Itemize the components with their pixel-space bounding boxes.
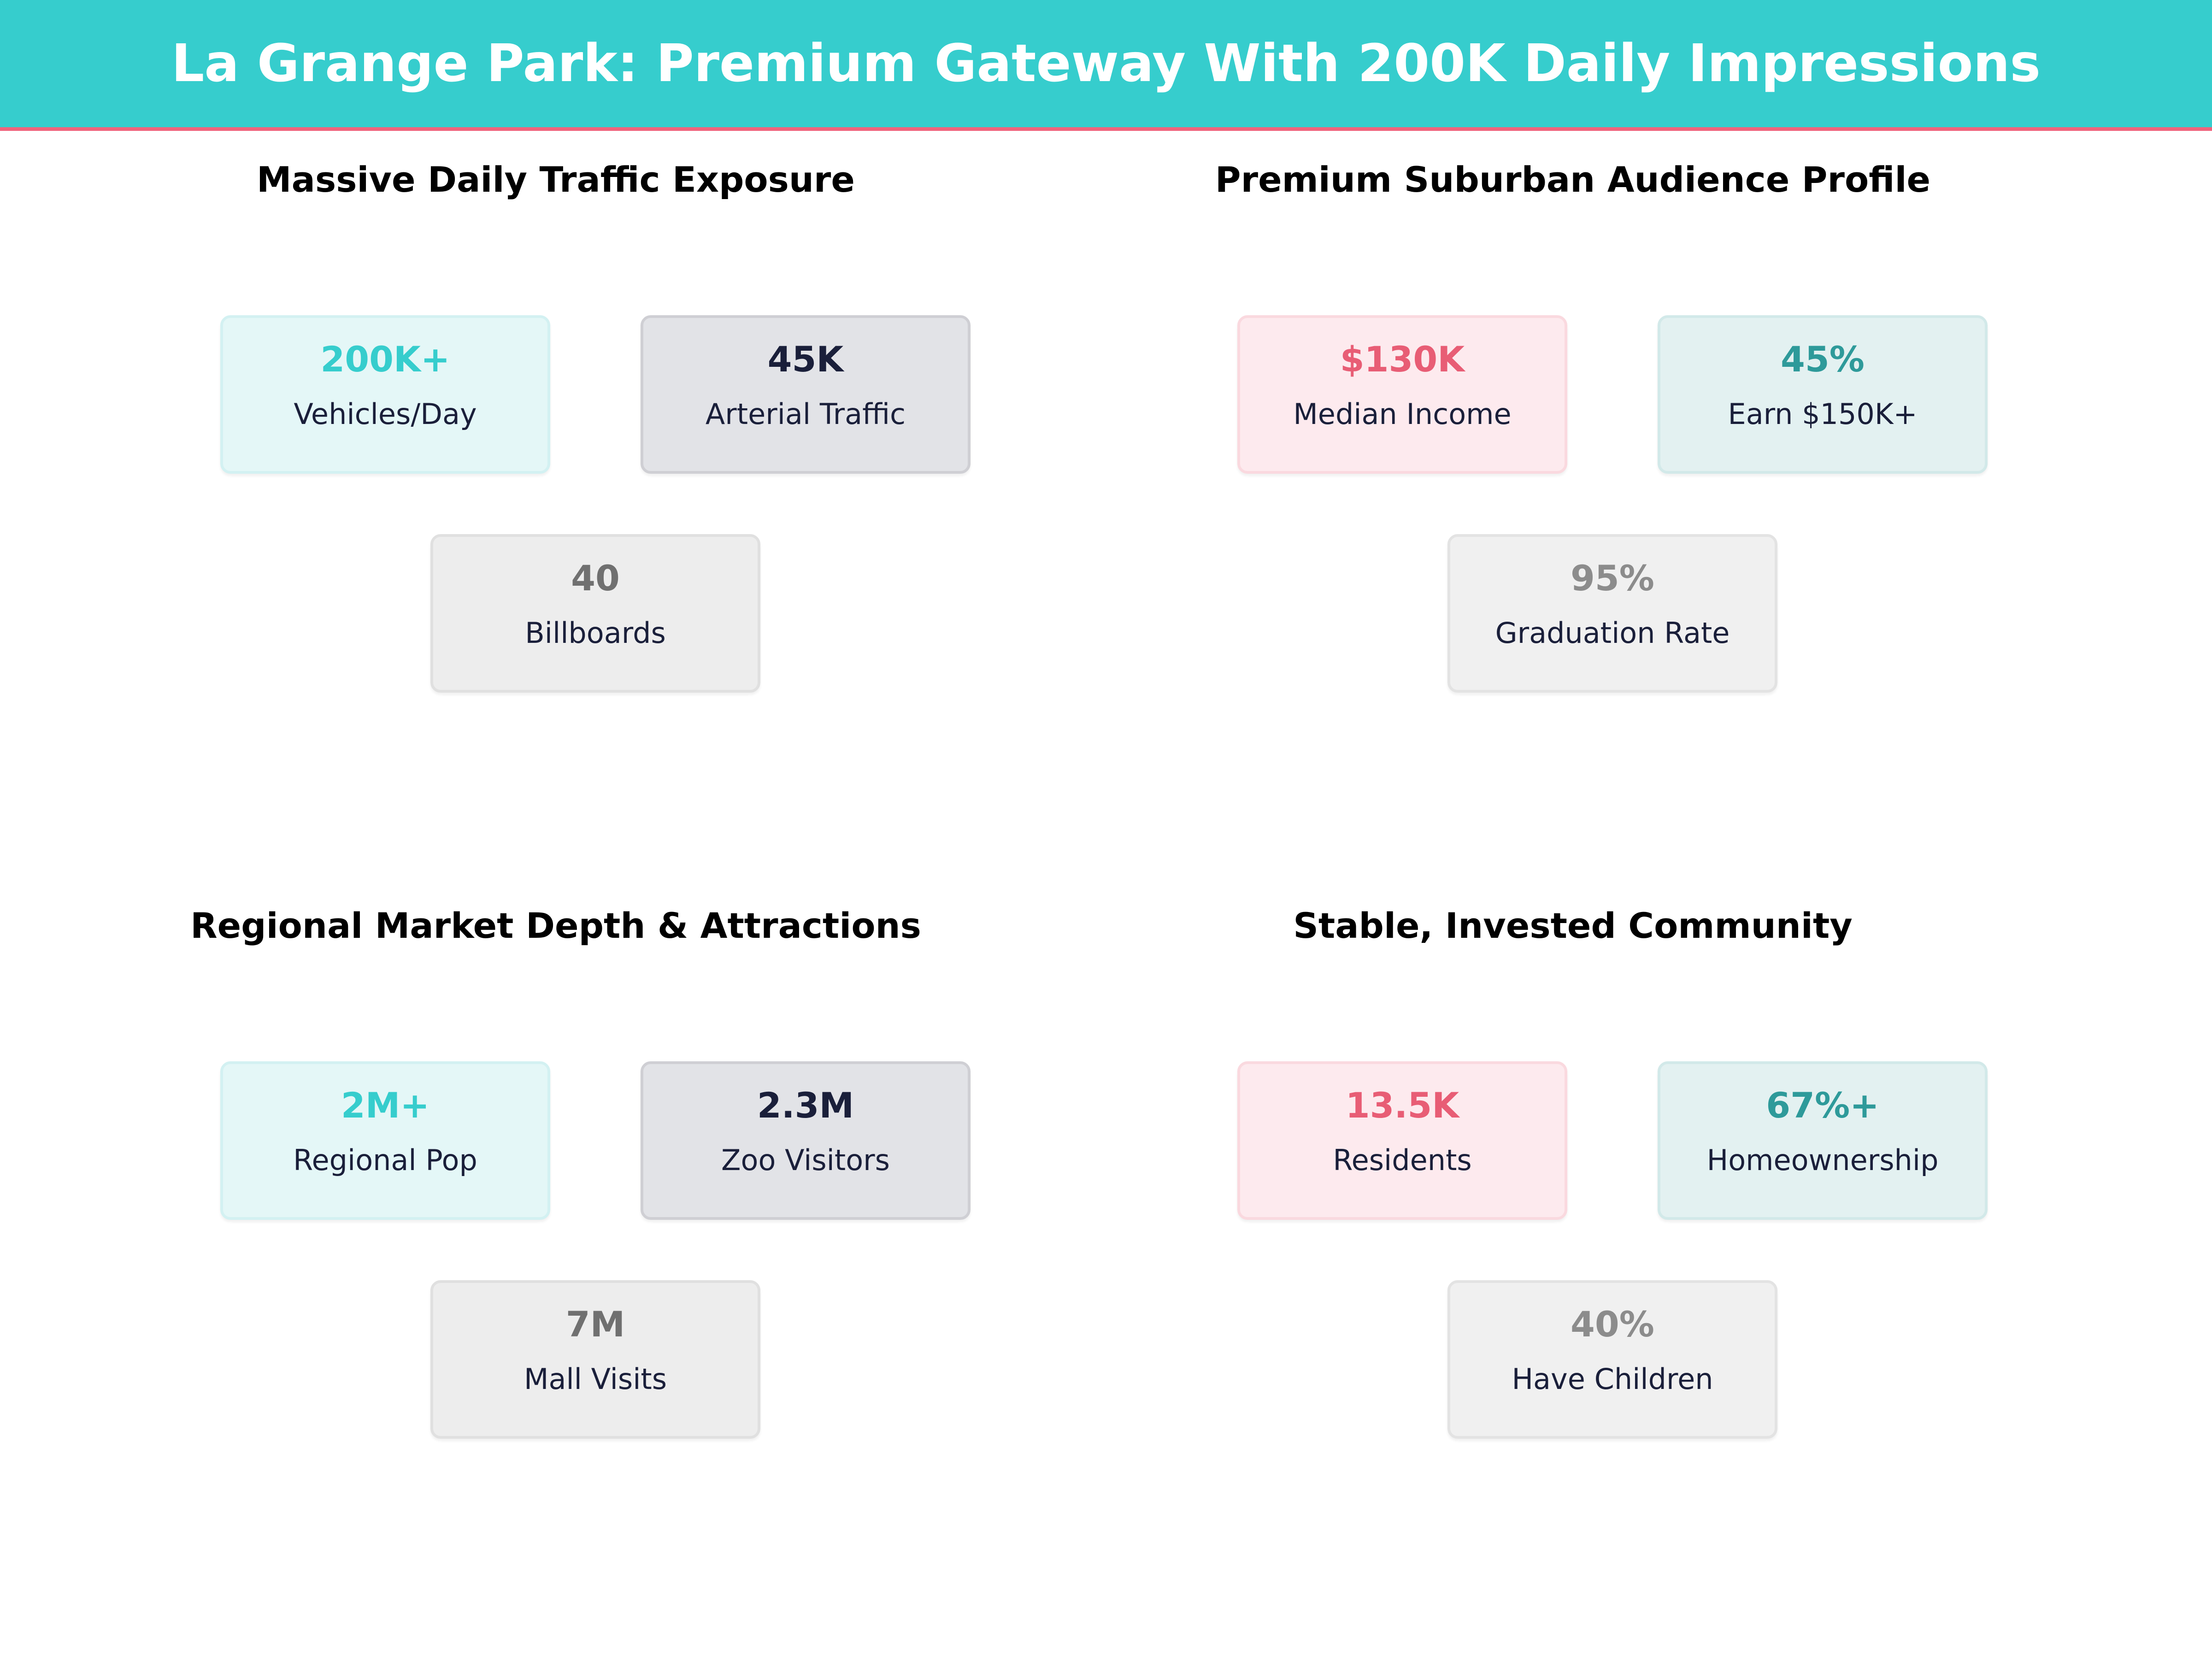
stat-value: 2M+ — [341, 1085, 430, 1126]
stat-value: 13.5K — [1345, 1085, 1459, 1126]
stat-value: 40 — [571, 558, 620, 599]
stat-value: 2.3M — [757, 1085, 854, 1126]
header-banner: La Grange Park: Premium Gateway With 200… — [0, 0, 2212, 131]
section-title: Stable, Invested Community — [1293, 905, 1853, 946]
stat-value: 40% — [1571, 1304, 1654, 1345]
stat-card-homeownership: 67%+ Homeownership — [1658, 1061, 1988, 1220]
stat-card-regional-pop: 2M+ Regional Pop — [220, 1061, 550, 1220]
stat-label: Zoo Visitors — [721, 1143, 890, 1177]
stat-label: Earn $150K+ — [1728, 397, 1918, 431]
stat-label: Have Children — [1512, 1362, 1713, 1396]
page-title: La Grange Park: Premium Gateway With 200… — [171, 34, 2041, 94]
stat-label: Mall Visits — [524, 1362, 667, 1396]
section-regional-market: Regional Market Depth & Attractions 2M+ … — [3, 908, 1109, 1655]
stat-label: Homeownership — [1706, 1143, 1939, 1177]
stat-value: 95% — [1571, 558, 1654, 599]
stat-label: Billboards — [525, 616, 666, 650]
stat-card-have-children: 40% Have Children — [1447, 1280, 1777, 1439]
stat-card-arterial-traffic: 45K Arterial Traffic — [641, 315, 971, 474]
stat-label: Regional Pop — [293, 1143, 477, 1177]
section-audience-profile: Premium Suburban Audience Profile $130K … — [1020, 162, 2126, 909]
stat-card-residents: 13.5K Residents — [1237, 1061, 1567, 1220]
stat-card-billboards: 40 Billboards — [430, 534, 760, 693]
stat-card-earn-150k: 45% Earn $150K+ — [1658, 315, 1988, 474]
stat-card-median-income: $130K Median Income — [1237, 315, 1567, 474]
stat-card-zoo-visitors: 2.3M Zoo Visitors — [641, 1061, 971, 1220]
stat-card-mall-visits: 7M Mall Visits — [430, 1280, 760, 1439]
stat-value: 45% — [1781, 339, 1865, 380]
stat-value: 45K — [767, 339, 844, 380]
section-invested-community: Stable, Invested Community 13.5K Residen… — [1020, 908, 2126, 1655]
stat-label: Arterial Traffic — [705, 397, 906, 431]
stat-value: $130K — [1340, 339, 1465, 380]
stat-value: 7M — [565, 1304, 625, 1345]
section-title: Regional Market Depth & Attractions — [190, 905, 921, 946]
stat-value: 200K+ — [320, 339, 450, 380]
stat-label: Median Income — [1293, 397, 1512, 431]
section-title: Massive Daily Traffic Exposure — [257, 159, 855, 200]
stat-label: Graduation Rate — [1495, 616, 1730, 650]
stat-label: Vehicles/Day — [294, 397, 477, 431]
section-traffic-exposure: Massive Daily Traffic Exposure 200K+ Veh… — [3, 162, 1109, 909]
stat-label: Residents — [1333, 1143, 1472, 1177]
stat-card-vehicles-per-day: 200K+ Vehicles/Day — [220, 315, 550, 474]
section-title: Premium Suburban Audience Profile — [1215, 159, 1931, 200]
stat-value: 67%+ — [1766, 1085, 1879, 1126]
stat-card-graduation-rate: 95% Graduation Rate — [1447, 534, 1777, 693]
